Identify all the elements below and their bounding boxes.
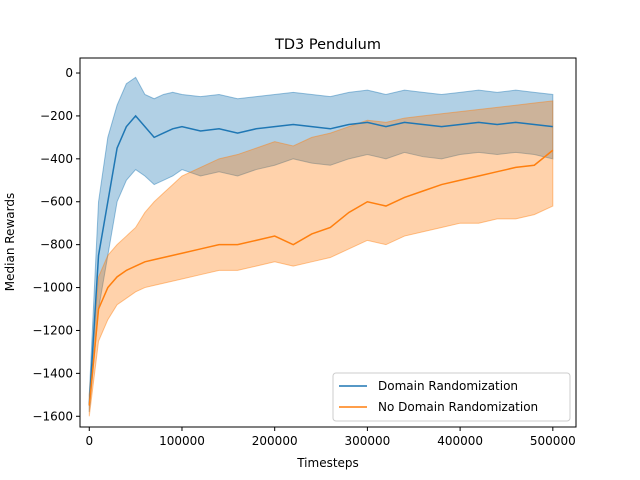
y-tick-label: −1400	[32, 366, 73, 380]
y-tick-label: −600	[40, 195, 73, 209]
y-tick-label: −800	[40, 238, 73, 252]
legend-box	[332, 372, 571, 422]
series-band-0	[88, 76, 554, 413]
x-tick-label: 400000	[437, 434, 483, 448]
x-axis-ticks: 0 100000 200000 300000 400000 500000	[85, 427, 576, 448]
x-tick-label: 500000	[530, 434, 576, 448]
y-tick-label: −200	[40, 109, 73, 123]
chart-title: TD3 Pendulum	[274, 37, 381, 53]
series-line-0	[88, 114, 553, 406]
x-tick-label: 100000	[159, 434, 205, 448]
legend-label-1: No Domain Randomization	[378, 400, 538, 414]
x-tick-label: 0	[85, 434, 93, 448]
x-tick-label: 300000	[344, 434, 390, 448]
axes-frame	[79, 57, 577, 428]
legend-label-0: Domain Randomization	[378, 379, 518, 393]
y-tick-label: −1200	[32, 323, 73, 337]
y-axis-label: Median Rewards	[3, 193, 17, 291]
x-tick-label: 200000	[252, 434, 298, 448]
confidence-bands	[88, 76, 554, 417]
series-band-1	[88, 100, 554, 417]
plot-area	[79, 57, 577, 428]
y-tick-label: 0	[65, 66, 73, 80]
series-line-1	[88, 149, 554, 406]
x-axis-label: Timesteps	[296, 456, 359, 470]
series-lines	[88, 114, 554, 406]
y-tick-label: −1600	[32, 409, 73, 423]
legend: Domain Randomization No Domain Randomizat…	[332, 372, 571, 422]
y-tick-label: −1000	[32, 281, 73, 295]
y-axis-ticks: 0 −200 −400 −600 −800 −1000 −1200 −1400 −1600	[32, 66, 80, 423]
y-tick-label: −400	[40, 152, 73, 166]
